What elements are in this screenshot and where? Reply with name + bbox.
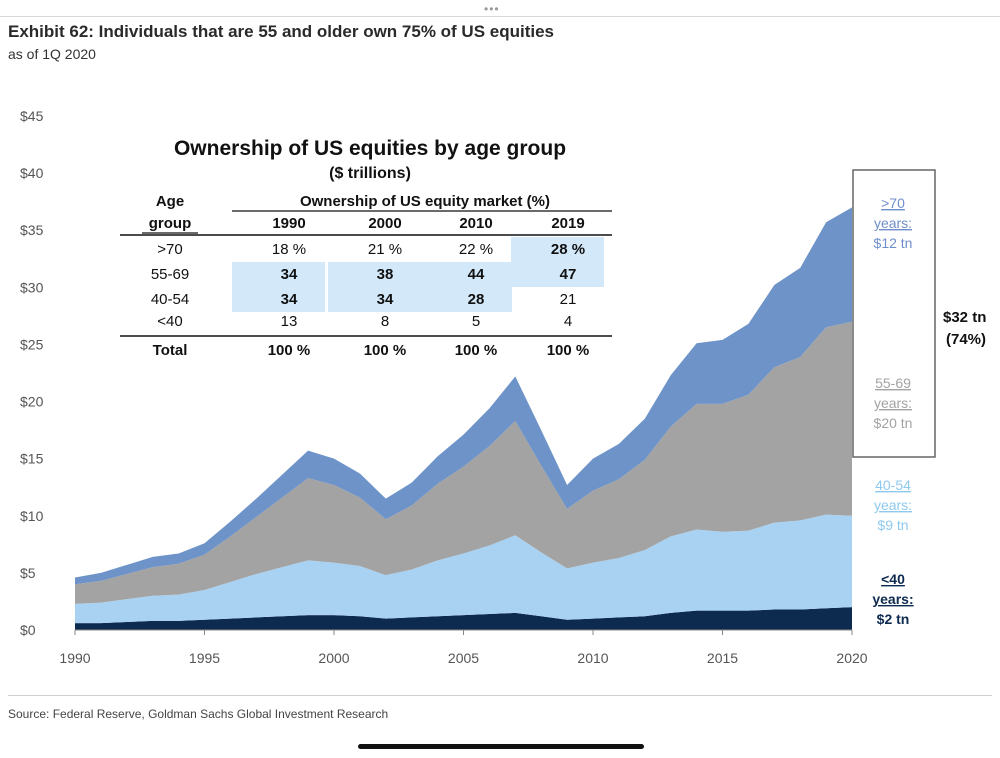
- inset-row-label: 55-69: [151, 266, 189, 283]
- bracket-box: [852, 169, 936, 458]
- x-tick-label: 2000: [318, 650, 349, 666]
- y-tick-label: $15: [20, 451, 44, 467]
- inset-cell: 28: [468, 291, 485, 308]
- area-over70: [75, 207, 852, 585]
- right-label-age40_54: 40-54 years: $9 tn: [874, 477, 912, 533]
- x-tick-label: 2020: [836, 650, 867, 666]
- inset-cell: 18 %: [272, 241, 306, 258]
- bracket-total-label: $32 tn: [943, 309, 986, 326]
- source-note: Source: Federal Reserve, Goldman Sachs G…: [8, 707, 389, 721]
- exhibit-subtitle: as of 1Q 2020: [8, 46, 96, 62]
- right-label-over70: >70 years: $12 tn: [874, 195, 913, 251]
- inset-cell: 34: [281, 291, 298, 308]
- y-tick-label: $0: [20, 622, 36, 638]
- x-tick-label: 2010: [577, 650, 608, 666]
- inset-cell: 5: [472, 313, 480, 330]
- stacked-area-chart: $0 $5 $10 $15 $20 $25 $30 $35 $40 $45 1990 1995 2000…: [20, 108, 986, 666]
- bracket-share-label: (74%): [946, 331, 986, 348]
- inset-rowheader-line2: group: [149, 215, 192, 232]
- inset-cell: 28 %: [551, 241, 585, 258]
- inset-cell: 13: [281, 313, 298, 330]
- inset-cell-highlight: [232, 262, 325, 287]
- right-label-line: $12 tn: [874, 235, 913, 251]
- home-indicator[interactable]: [358, 744, 644, 749]
- inset-row-label: >70: [157, 241, 182, 258]
- inset-total-cell: 100 %: [455, 342, 498, 359]
- right-label-line: $2 tn: [877, 611, 910, 627]
- inset-subtitle: ($ trillions): [329, 165, 411, 182]
- right-label-line: <40: [881, 571, 905, 587]
- right-label-line: years:: [872, 591, 913, 607]
- y-tick-label: $45: [20, 108, 44, 124]
- inset-cell: 4: [564, 313, 572, 330]
- bottom-divider: [8, 695, 992, 696]
- inset-rowheader-line1: Age: [156, 193, 184, 210]
- x-tick-label: 2015: [707, 650, 738, 666]
- right-label-line: 55-69: [875, 375, 911, 391]
- inset-cell-highlight: [328, 287, 421, 312]
- x-tick-label: 2005: [448, 650, 479, 666]
- right-label-line: years:: [874, 395, 912, 411]
- inset-cell-highlight: [419, 262, 512, 287]
- inset-table: Ownership of US equities by age group ($ …: [118, 125, 618, 365]
- inset-cell-highlight: [328, 262, 421, 287]
- inset-cell: 47: [560, 266, 577, 283]
- inset-row-label: 40-54: [151, 291, 189, 308]
- inset-colgroup-header: Ownership of US equity market (%): [300, 193, 550, 210]
- inset-cell: 8: [381, 313, 389, 330]
- inset-total-label: Total: [153, 342, 188, 359]
- inset-total-cell: 100 %: [547, 342, 590, 359]
- inset-total-cell: 100 %: [364, 342, 407, 359]
- inset-year-header: 2019: [551, 215, 584, 232]
- inset-cell: 21 %: [368, 241, 402, 258]
- y-tick-label: $5: [20, 565, 36, 581]
- inset-cell: 34: [377, 291, 394, 308]
- inset-row-label: <40: [157, 313, 182, 330]
- x-tick-label: 1990: [59, 650, 90, 666]
- inset-cell-highlight: [511, 262, 604, 287]
- right-label-age55_69: 55-69 years: $20 tn: [874, 375, 913, 431]
- inset-cell: 34: [281, 266, 298, 283]
- right-label-line: $9 tn: [877, 517, 908, 533]
- right-label-line: 40-54: [875, 477, 911, 493]
- top-divider: [0, 16, 1000, 17]
- right-label-line: years:: [874, 497, 912, 513]
- inset-cell: 44: [468, 266, 485, 283]
- inset-year-header: 2010: [459, 215, 492, 232]
- y-tick-label: $30: [20, 279, 44, 295]
- inset-title: Ownership of US equities by age group: [174, 137, 566, 160]
- area-age40_54: [75, 514, 852, 624]
- area-under40: [75, 607, 852, 630]
- area-age55_69: [75, 321, 852, 604]
- y-tick-label: $25: [20, 336, 44, 352]
- inset-cell-highlight: [419, 287, 512, 312]
- inset-cell: 21: [560, 291, 577, 308]
- y-tick-label: $40: [20, 165, 44, 181]
- inset-year-header: 1990: [272, 215, 305, 232]
- y-tick-label: $10: [20, 508, 44, 524]
- y-tick-label: $20: [20, 394, 44, 410]
- y-tick-label: $35: [20, 222, 44, 238]
- inset-cell: 22 %: [459, 241, 493, 258]
- inset-year-header: 2000: [368, 215, 401, 232]
- right-label-line: years:: [874, 215, 912, 231]
- inset-total-cell: 100 %: [268, 342, 311, 359]
- inset-cell-highlight: [232, 287, 325, 312]
- right-label-under40: <40 years: $2 tn: [872, 571, 913, 627]
- x-tick-label: 1995: [189, 650, 220, 666]
- exhibit-title: Exhibit 62: Individuals that are 55 and …: [8, 22, 555, 41]
- right-label-line: >70: [881, 195, 905, 211]
- right-label-line: $20 tn: [874, 415, 913, 431]
- inset-cell: 38: [377, 266, 394, 283]
- inset-cell-highlight: [511, 237, 604, 262]
- window-dots-icon[interactable]: •••: [484, 2, 500, 16]
